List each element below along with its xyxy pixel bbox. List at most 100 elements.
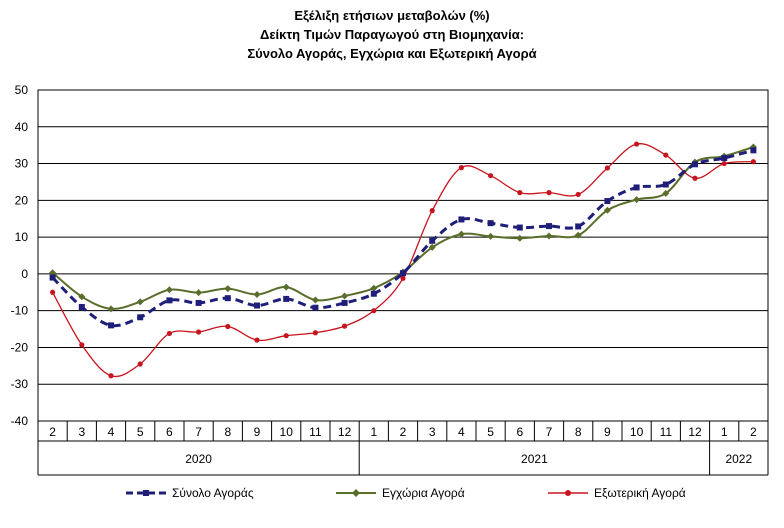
series-line-external (52, 143, 754, 378)
series-line-total (51, 148, 754, 328)
x-tick-label: 12 (338, 425, 352, 439)
point-total (721, 155, 728, 162)
point-domestic (341, 292, 349, 300)
point-external (634, 141, 640, 147)
point-external (79, 342, 85, 348)
y-tick-label: 0 (21, 267, 28, 281)
point-external (108, 373, 114, 379)
point-domestic (311, 296, 319, 304)
y-tick-label: -20 (11, 340, 29, 354)
legend-item-domestic: Εγχώρια Αγορά (336, 486, 465, 500)
x-tick-label: 8 (224, 425, 231, 439)
point-total (312, 304, 319, 311)
point-external (546, 190, 552, 196)
legend-label-domestic: Εγχώρια Αγορά (382, 486, 465, 500)
x-tick-label: 1 (721, 425, 728, 439)
point-total (49, 274, 56, 281)
x-tick-label: 10 (630, 425, 644, 439)
point-domestic (545, 232, 553, 240)
point-domestic (487, 232, 495, 240)
point-total (750, 147, 757, 154)
point-external (663, 152, 669, 158)
x-tick-label: 7 (195, 425, 202, 439)
point-domestic (253, 290, 261, 298)
point-domestic (49, 269, 57, 277)
point-total (341, 299, 348, 306)
y-tick-label: -40 (11, 414, 29, 428)
point-external (429, 208, 435, 214)
title-line-3: Σύνολο Αγοράς, Εγχώρια και Εξωτερική Αγο… (247, 46, 537, 61)
point-domestic (282, 283, 290, 291)
x-tick-label: 9 (254, 425, 261, 439)
x-tick-label: 4 (458, 425, 465, 439)
point-external (283, 333, 289, 339)
point-external (692, 175, 698, 181)
point-external (458, 165, 464, 171)
point-total (575, 223, 582, 230)
point-external (750, 159, 757, 165)
x-tick-label: 6 (166, 425, 173, 439)
legend-swatch-domestic (336, 489, 376, 497)
point-domestic (136, 298, 144, 306)
point-external (196, 329, 202, 335)
x-tick-label: 2 (750, 425, 757, 439)
x-tick-label: 7 (546, 425, 553, 439)
legend: Σύνολο Αγοράς Εγχώρια Αγορά Εξωτερική Αγ… (0, 486, 784, 510)
year-label: 2020 (185, 452, 212, 466)
x-tick-label: 3 (429, 425, 436, 439)
point-domestic (195, 289, 203, 297)
point-domestic (224, 285, 232, 293)
point-external (721, 160, 727, 167)
point-total (429, 237, 436, 244)
x-tick-label: 1 (370, 425, 377, 439)
legend-swatch-external (548, 490, 588, 496)
point-total (254, 302, 260, 309)
point-total (137, 314, 144, 321)
point-domestic (428, 243, 436, 251)
legend-item-total: Σύνολο Αγοράς (126, 486, 254, 500)
point-total (662, 181, 669, 188)
x-tick-label: 6 (516, 425, 523, 439)
point-external (604, 165, 611, 171)
x-tick-label: 9 (604, 425, 611, 439)
title-line-2: Δείκτη Τιμών Παραγωγού στη Βιομηχανία: (259, 27, 525, 42)
legend-swatch-total (126, 490, 166, 496)
x-tick-label: 2 (400, 425, 407, 439)
y-tick-label: 10 (15, 230, 29, 244)
point-domestic (78, 293, 86, 301)
title-line-1: Εξέλιξη ετήσιων μεταβολών (%) (294, 8, 490, 23)
point-external (342, 323, 348, 329)
point-domestic (603, 206, 611, 214)
point-domestic (107, 305, 115, 313)
point-external (312, 330, 318, 336)
point-external (137, 361, 143, 367)
point-total (633, 184, 640, 191)
legend-item-external: Εξωτερική Αγορά (548, 486, 686, 500)
point-total (400, 270, 406, 277)
point-external (575, 191, 581, 198)
x-tick-label: 8 (575, 425, 582, 439)
point-domestic (516, 234, 524, 242)
point-total (283, 295, 290, 302)
point-domestic (370, 284, 378, 292)
y-tick-label: 20 (15, 193, 29, 207)
x-tick-label: 12 (688, 425, 702, 439)
point-total (370, 290, 377, 297)
point-total (692, 161, 698, 168)
y-tick-label: 40 (15, 120, 29, 134)
year-label: 2022 (725, 452, 752, 466)
x-tick-label: 5 (487, 425, 494, 439)
year-label: 2021 (521, 452, 548, 466)
point-total (604, 198, 611, 205)
point-external (371, 308, 377, 314)
point-total (108, 322, 114, 329)
point-external (50, 289, 56, 295)
point-domestic (633, 196, 641, 204)
x-tick-label: 4 (108, 425, 115, 439)
x-tick-label: 11 (660, 425, 673, 439)
point-external (488, 173, 494, 179)
point-total (487, 220, 494, 227)
point-total (516, 224, 523, 231)
point-total (195, 299, 202, 306)
